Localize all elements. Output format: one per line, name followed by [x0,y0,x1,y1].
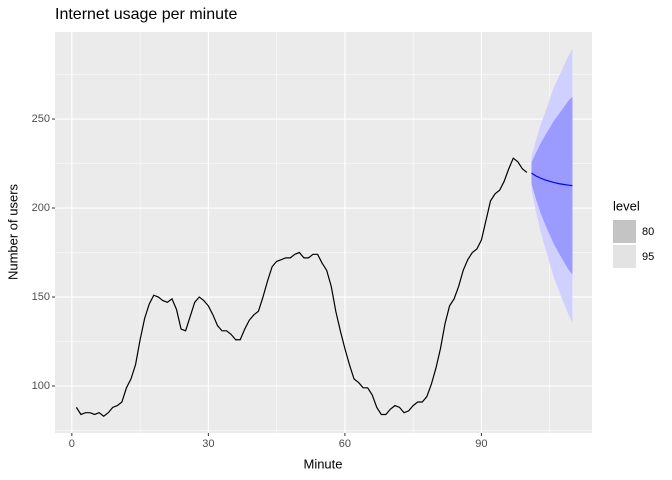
legend-key [613,220,636,243]
marks [75,48,573,418]
y-tick-label: 150 [32,291,50,303]
y-tick-label: 100 [32,380,50,392]
x-tick-label: 0 [69,438,75,450]
legend-label: 80 [642,226,654,238]
prediction-band [531,96,573,275]
y-tick-label: 250 [32,113,50,125]
legend-title: level [613,198,640,213]
axes: 0 30 60 90 100 150 200 250 [32,113,488,450]
x-tick-label: 60 [339,438,351,450]
x-tick-label: 30 [202,438,214,450]
forecast-line [531,172,573,187]
legend: level 80 95 [613,198,654,268]
x-tick-label: 90 [475,438,487,450]
legend-key [613,245,636,268]
chart-title: Internet usage per minute [55,6,237,23]
y-axis-title: Number of users [5,183,20,280]
observed-line [75,157,528,418]
x-axis-title: Minute [303,456,342,471]
grid [55,32,592,433]
panel [55,32,592,433]
y-tick-label: 200 [32,202,50,214]
legend-label: 95 [642,251,654,263]
